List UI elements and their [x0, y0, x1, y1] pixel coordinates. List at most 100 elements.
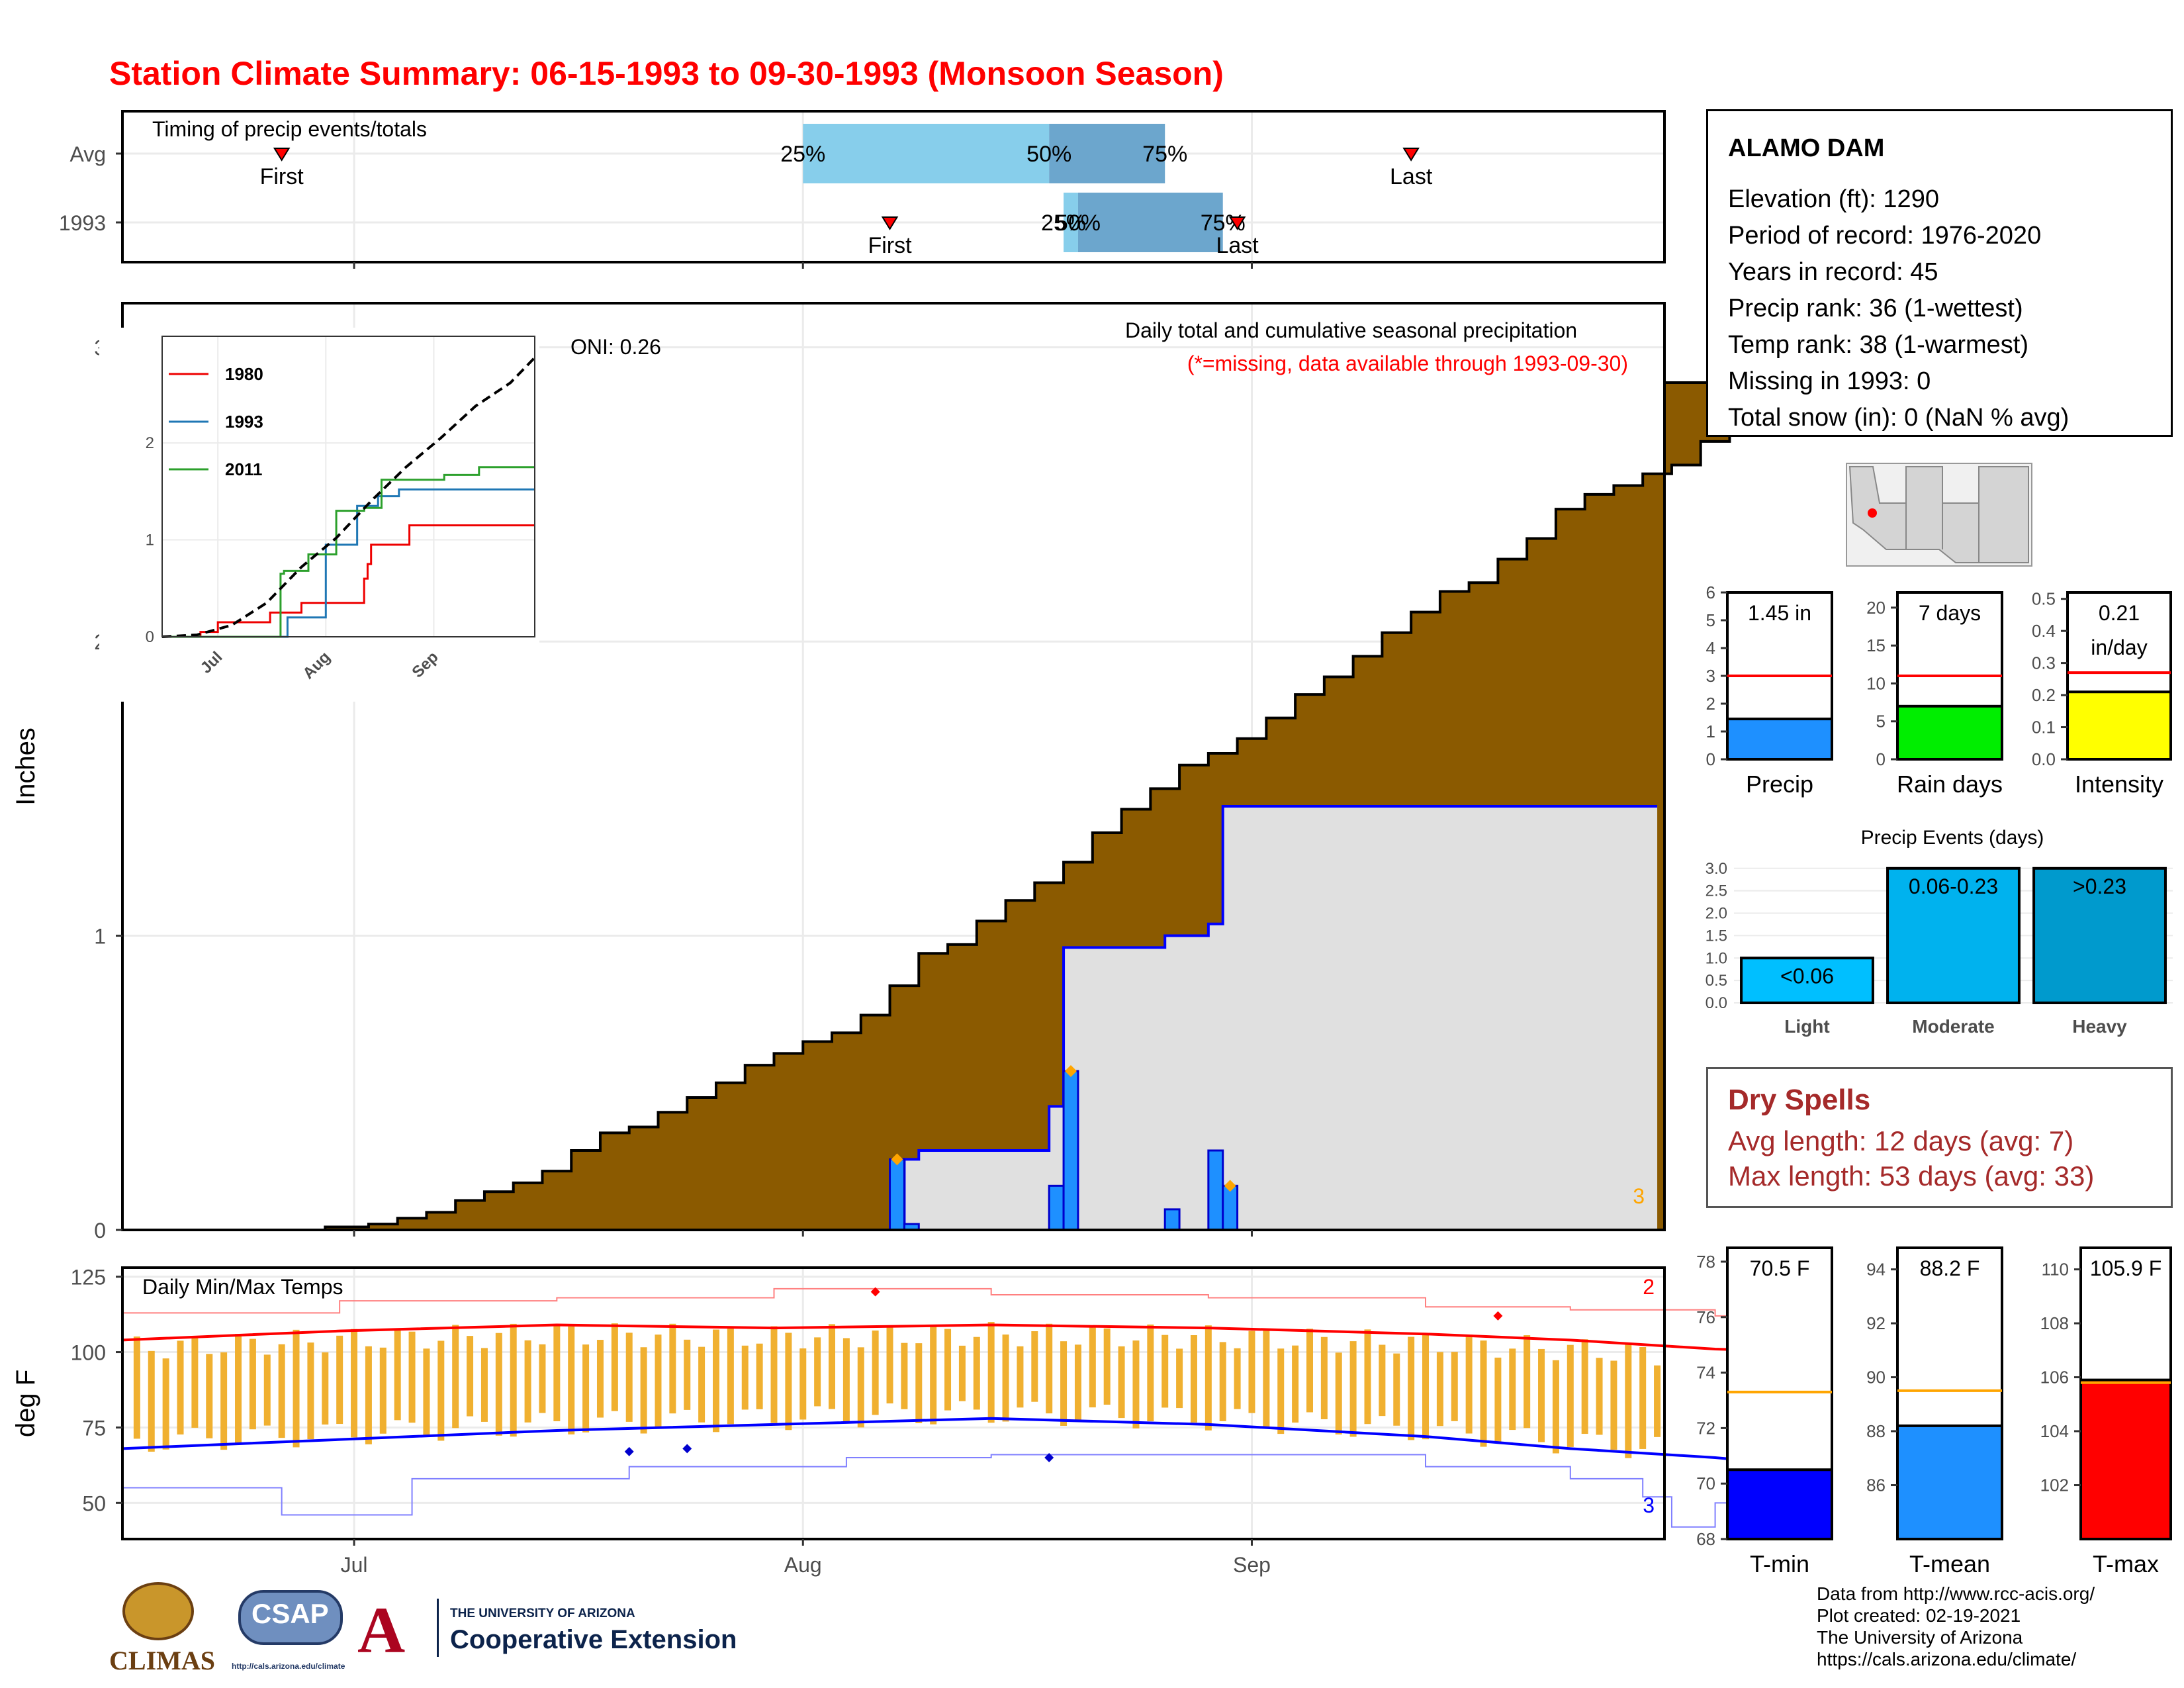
station-name: ALAMO DAM: [1728, 134, 1885, 162]
precip-y-axis-label: Inches: [11, 727, 40, 806]
side-y-tick: 68: [1696, 1529, 1715, 1549]
state-borders: [1905, 503, 1979, 563]
events-panel-title: Precip Events (days): [1861, 827, 2044, 849]
daily-temp-bar: [1118, 1346, 1125, 1419]
timing-label-25: 25%: [1041, 211, 1086, 236]
side-y-tick: 76: [1696, 1307, 1715, 1327]
daily-temp-bar: [799, 1348, 807, 1420]
daily-temp-bar: [1002, 1335, 1009, 1422]
daily-temp-bar: [510, 1323, 517, 1437]
ua-block-a-icon: A: [357, 1593, 406, 1667]
dry-spells-title: Dry Spells: [1728, 1084, 1871, 1116]
daily-temp-bar: [684, 1339, 691, 1410]
temp-y-tick: 50: [82, 1491, 106, 1515]
csap-wordmark: CSAP: [251, 1598, 329, 1629]
side-panel-bar-precip-total: [1726, 718, 1833, 761]
timing-y-tick: Avg: [69, 142, 106, 166]
events-x-tick: Heavy: [2072, 1016, 2127, 1037]
inset-y-tick: 2: [146, 434, 154, 452]
side-y-tick: 10: [1866, 673, 1886, 693]
side-y-tick: 94: [1866, 1260, 1886, 1280]
record-high-line: [122, 1288, 1817, 1322]
daily-temp-bar: [901, 1342, 908, 1409]
daily-temp-bar: [437, 1340, 445, 1441]
daily-temp-bar: [1494, 1357, 1502, 1444]
daily-temp-bar: [1654, 1365, 1661, 1437]
precip-frame: [121, 302, 1666, 1231]
side-panel-value-label: 7 days: [1919, 601, 1981, 625]
daily-temp-bar: [829, 1324, 836, 1409]
side-y-tick: 15: [1866, 635, 1886, 655]
temperature-panel: Daily Min/Max Temps 2 3 50 75 100 125 Jul Aug Sep…: [11, 1266, 1817, 1577]
oni-label: ONI: 0.26: [570, 335, 661, 359]
side-y-tick: 72: [1696, 1418, 1715, 1438]
daily-temp-bar: [756, 1343, 763, 1409]
daily-temp-bar: [842, 1338, 850, 1423]
daily-precip-bar: [1062, 1070, 1079, 1231]
daily-temp-bar: [1103, 1328, 1111, 1405]
daily-temp-bar: [162, 1358, 169, 1450]
daily-temp-bar: [191, 1336, 199, 1428]
daily-temp-bar: [1581, 1339, 1588, 1434]
daily-temp-bar: [423, 1348, 430, 1437]
info-period: Period of record: 1976-2020: [1728, 222, 2042, 250]
station-info-box: ALAMO DAM Elevation (ft): 1290 Period of…: [1706, 109, 2173, 437]
daily-temp-bar: [655, 1335, 662, 1429]
side-y-tick: 5: [1706, 610, 1715, 630]
record-high-marker: [1493, 1311, 1503, 1321]
inset-avg-line: [161, 356, 536, 638]
side-y-tick: 4: [1706, 638, 1715, 658]
side-y-tick: 102: [2040, 1476, 2069, 1495]
daily-temp-bar: [1060, 1341, 1068, 1426]
summary-bar-panels: 0 1 2 3 4 5 6 1.45 in Precip 0 5 10 15 20 7 days Rain d…: [1696, 583, 2172, 1577]
temp-corner-bottom: 3: [1643, 1493, 1655, 1517]
daily-temp-bar: [1320, 1336, 1328, 1420]
footer-plot-created: Plot created: 02-19-2021: [1817, 1605, 2021, 1626]
csap-cloud: [238, 1590, 343, 1645]
daily-temp-bar: [394, 1329, 401, 1421]
dry-spells-max: Max length: 53 days (avg: 33): [1728, 1160, 2095, 1192]
last-label: Last: [1390, 164, 1433, 189]
temp-x-tick: Sep: [1233, 1553, 1271, 1577]
info-temp-rank: Temp rank: 38 (1-warmest): [1728, 331, 2029, 359]
events-y-tick: 0.0: [1706, 994, 1727, 1012]
side-y-tick: 78: [1696, 1252, 1715, 1272]
daily-temp-bar: [568, 1326, 575, 1434]
daily-temp-bar: [1364, 1329, 1371, 1425]
ua-name: THE UNIVERSITY OF ARIZONA: [450, 1607, 635, 1620]
events-y-tick: 0.5: [1706, 972, 1727, 990]
dry-spells-box: Dry Spells Avg length: 12 days (avg: 7) …: [1706, 1067, 2173, 1208]
location-map: [1846, 463, 2032, 567]
state-shapes: [1848, 466, 2029, 563]
inset-y-tick: 0: [146, 628, 154, 646]
daily-temp-bar: [640, 1347, 647, 1434]
daily-temp-bar: [235, 1334, 242, 1445]
daily-temp-bar: [770, 1326, 778, 1423]
precip-panel-subtitle: (*=missing, data available through 1993-…: [1187, 352, 1628, 375]
footer-data-source: Data from http://www.rcc-acis.org/: [1817, 1583, 2095, 1604]
temp-y-tick: 100: [71, 1341, 106, 1365]
daily-temp-bar: [1205, 1325, 1212, 1430]
precip-y-tick: 0: [94, 1219, 106, 1243]
daily-temp-bar: [987, 1322, 995, 1423]
daily-temp-bar: [1277, 1348, 1285, 1434]
daily-temp-bar: [1306, 1329, 1313, 1413]
daily-temp-bar: [148, 1350, 155, 1452]
daily-record-marker: [1065, 1065, 1077, 1077]
side-y-tick: 106: [2040, 1368, 2069, 1387]
daily-temp-bar: [814, 1337, 821, 1407]
side-y-tick: 2: [1706, 694, 1715, 714]
daily-temp-bar: [263, 1354, 271, 1426]
timing-label-50: 50%: [1026, 142, 1071, 167]
daily-temp-bar: [596, 1340, 604, 1418]
info-snow: Total snow (in): 0 (NaN % avg): [1728, 404, 2070, 432]
record-low-marker: [624, 1446, 634, 1456]
cumulative-1993-area: [122, 806, 1658, 1230]
daily-temp-bar: [625, 1333, 633, 1422]
daily-temp-bar: [857, 1347, 864, 1428]
daily-temp-bar: [133, 1336, 140, 1439]
side-y-tick: 88: [1866, 1421, 1886, 1441]
info-elevation: Elevation (ft): 1290: [1728, 185, 1939, 213]
temp-corner-top: 2: [1643, 1275, 1655, 1299]
